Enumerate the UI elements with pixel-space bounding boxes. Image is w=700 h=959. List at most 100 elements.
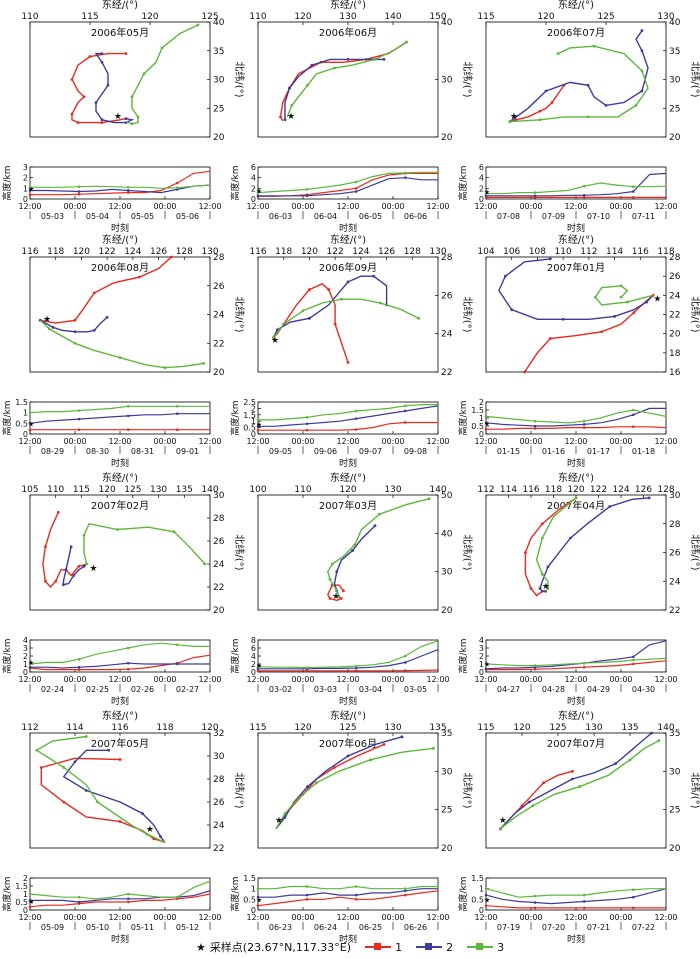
height-y-tick-label: 0.5 [15, 898, 28, 907]
height-point-1 [631, 196, 635, 199]
trajectory-point-2 [124, 117, 128, 120]
y-tick-label: 26 [213, 798, 225, 808]
height-point-2 [582, 900, 586, 903]
subplot-11: 115 120 125 130 135 20 25 30 35 东经/(°) 北纬/(°) 2007年… [229, 709, 474, 945]
x-axis-title: 东经/(°) [330, 233, 366, 246]
y-tick-label: 28 [213, 514, 225, 524]
date-label: 06-05 [359, 212, 382, 221]
x-tick-label: 118 [657, 247, 674, 257]
height-y-tick-label: 2 [251, 184, 256, 193]
height-line-3 [258, 885, 438, 890]
x-tick-label: 125 [201, 12, 218, 22]
trajectory-point-3 [634, 103, 638, 107]
trajectory-point-2 [308, 316, 311, 320]
x-tick-label: 118 [156, 723, 173, 733]
x-tick-label: 120 [201, 723, 218, 733]
height-y-tick-label: 2 [23, 652, 28, 661]
height-axis-title: 高度/km [1, 638, 13, 673]
date-label: 04-29 [587, 685, 610, 694]
height-x-tick-label: 12:00 [336, 202, 359, 211]
height-star-icon: ★ [484, 661, 490, 669]
x-tick-label: 115 [477, 723, 494, 733]
x-tick-label: 115 [73, 485, 90, 495]
trajectory-point-3 [578, 785, 581, 789]
sample-point-star-icon: ★ [146, 825, 154, 835]
trajectory-line-3 [327, 498, 430, 597]
trajectory-point-3 [283, 812, 287, 815]
height-point-2 [582, 193, 586, 197]
trajectory-point-1 [339, 597, 343, 600]
y-axis-title: 北纬/(°) [233, 296, 246, 332]
date-label: 04-28 [542, 685, 565, 694]
height-y-tick-label: 0.5 [15, 419, 28, 428]
trajectory-point-3 [35, 748, 39, 752]
date-label: 07-20 [542, 923, 565, 932]
x-tick-label: 120 [294, 723, 311, 733]
sample-point-star-icon: ★ [287, 112, 295, 122]
trajectory-point-2 [604, 103, 608, 107]
height-line-3 [485, 409, 667, 424]
x-tick-label: 104 [477, 247, 494, 257]
date-label: 07-10 [587, 212, 610, 221]
x-tick-label: 112 [21, 723, 38, 733]
x-tick-label: 100 [249, 485, 266, 495]
y-tick-label: 24 [669, 291, 681, 301]
height-point-3 [484, 192, 488, 195]
height-x-tick-label: 12:00 [108, 437, 131, 446]
y-axis-title: 北纬/(°) [461, 296, 474, 332]
map-frame [257, 732, 439, 849]
height-point-1 [582, 665, 586, 669]
height-x-tick-label: 12:00 [246, 675, 269, 684]
height-line-1 [258, 669, 439, 672]
height-axis-title: 高度/km [457, 638, 469, 673]
trajectory-point-3 [546, 587, 550, 590]
x-tick-label: 122 [590, 485, 607, 495]
trajectory-point-3 [315, 781, 318, 785]
height-y-tick-label: 0 [23, 668, 28, 677]
height-y-tick-label: 1 [23, 890, 28, 899]
height-x-tick-label: 12:00 [426, 202, 449, 211]
height-x-tick-label: 12:00 [108, 202, 131, 211]
y-tick-label: 30 [213, 752, 225, 762]
height-y-tick-label: 1 [23, 184, 28, 193]
trajectory-point-1 [523, 551, 527, 554]
sample-point-star-icon: ★ [499, 816, 507, 826]
height-x-tick-label: 12:00 [654, 437, 677, 446]
y-tick-label: 30 [669, 491, 681, 501]
height-y-tick-label: 4 [479, 174, 484, 183]
trajectory-point-1 [571, 769, 574, 773]
height-point-1 [77, 192, 81, 196]
trajectory-point-1 [308, 288, 311, 291]
height-point-3 [28, 662, 32, 666]
trajectory-point-2 [640, 29, 644, 33]
height-y-tick-label: 6 [479, 163, 484, 172]
trajectory-point-1 [100, 121, 104, 125]
subplot-6: 104 106 108 110 112 114 116 11816182022242628东经… [457, 233, 700, 469]
height-point-2 [403, 889, 407, 893]
height-point-2 [175, 412, 179, 416]
height-x-tick-label: 00:00 [63, 913, 86, 922]
height-point-2 [403, 409, 407, 413]
subplot-12: 115 120 125 130 135 140 20 25 30 35 东经/(°) 北纬/(°) 20… [457, 709, 700, 945]
height-point-3 [631, 185, 635, 189]
trajectory-point-2 [546, 565, 550, 569]
date-label: 03-02 [269, 685, 292, 694]
trajectory-line-1 [509, 84, 565, 123]
chart-title: 2006年06月 [319, 26, 377, 39]
trajectory-point-3 [640, 69, 644, 73]
x-tick-label: 124 [124, 247, 141, 257]
y-tick-label: 28 [213, 253, 225, 263]
trajectory-point-2 [372, 274, 376, 278]
subplot-7: 105 110 115 120 125 130 135 140202224262830东经/(… [1, 471, 246, 707]
height-point-3 [403, 654, 407, 658]
trajectory-point-1 [279, 115, 282, 119]
height-point-1 [354, 428, 358, 431]
height-x-tick-label: 12:00 [654, 675, 677, 684]
trajectory-point-1 [523, 370, 526, 374]
height-y-tick-label: 1.5 [471, 874, 484, 883]
trajectory-point-2 [306, 785, 309, 789]
height-x-tick-label: 12:00 [108, 913, 131, 922]
chart-title: 2007年03月 [319, 499, 377, 512]
star-icon: ★ [195, 940, 206, 954]
height-axis-title: 高度/km [457, 876, 469, 911]
